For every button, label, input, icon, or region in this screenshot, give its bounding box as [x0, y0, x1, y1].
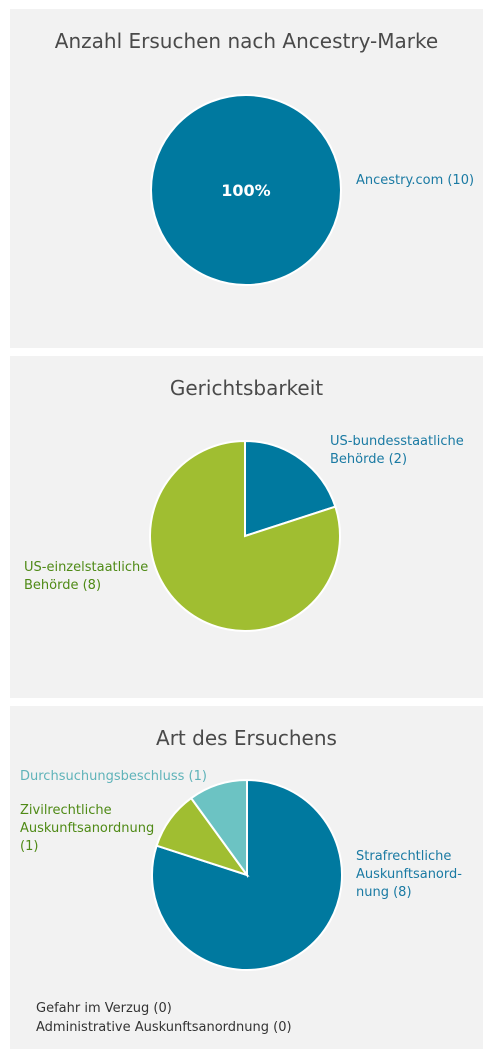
slice-label-line: Strafrechtliche: [356, 849, 452, 864]
slice-label-ancestry: Ancestry.com (10): [356, 173, 475, 188]
slice-label-criminal: Strafrechtliche Auskunftsanord- nung (8): [356, 848, 462, 902]
pie-slice-0: [150, 94, 342, 286]
pie-chart-request-type: [151, 778, 343, 971]
slice-label-line: nung (8): [356, 885, 412, 900]
slice-label-line: Auskunftsanordnung: [20, 821, 155, 836]
chart-title: Anzahl Ersuchen nach Ancestry-Marke: [54, 29, 439, 53]
slice-label-line: US-bundesstaatliche: [330, 434, 464, 449]
slice-label-line: Zivilrechtliche: [20, 803, 112, 818]
slice-label-search-warrant: Durchsuchungsbeschluss (1): [20, 769, 207, 784]
zero-item-administrative: Administrative Auskunftsanordnung (0): [36, 1020, 292, 1035]
chart-panel-request-type: Art des Ersuchens Durchsuchungsbeschluss…: [10, 706, 483, 1049]
slice-percent-label: 100%: [221, 181, 270, 200]
slice-label-federal: US-bundesstaatliche Behörde (2): [330, 433, 464, 469]
chart-panel-jurisdiction: Gerichtsbarkeit US-bundesstaatliche Behö…: [10, 356, 483, 698]
pie-slice-2: [189, 778, 248, 879]
slice-label-line: Auskunftsanord-: [356, 867, 462, 882]
pie-slice-0: [244, 439, 337, 538]
slice-label-line: Behörde (8): [24, 578, 102, 593]
slice-label-civil: Zivilrechtliche Auskunftsanordnung (1): [20, 802, 154, 856]
slice-label-line: US-einzelstaatliche: [24, 560, 149, 575]
pie-chart-jurisdiction: [149, 439, 341, 632]
slice-label-line: (1): [20, 839, 39, 854]
slice-label-line: Behörde (2): [330, 452, 408, 467]
chart-title: Art des Ersuchens: [156, 726, 337, 750]
chart-panel-brand: Anzahl Ersuchen nach Ancestry-Marke 100%…: [10, 9, 483, 348]
pie-slice-1: [149, 439, 341, 632]
chart-title: Gerichtsbarkeit: [169, 376, 324, 400]
zero-item-exigent: Gefahr im Verzug (0): [36, 1001, 172, 1016]
slice-label-state: US-einzelstaatliche Behörde (8): [24, 559, 148, 595]
pie-chart-brand: 100%: [150, 94, 342, 286]
